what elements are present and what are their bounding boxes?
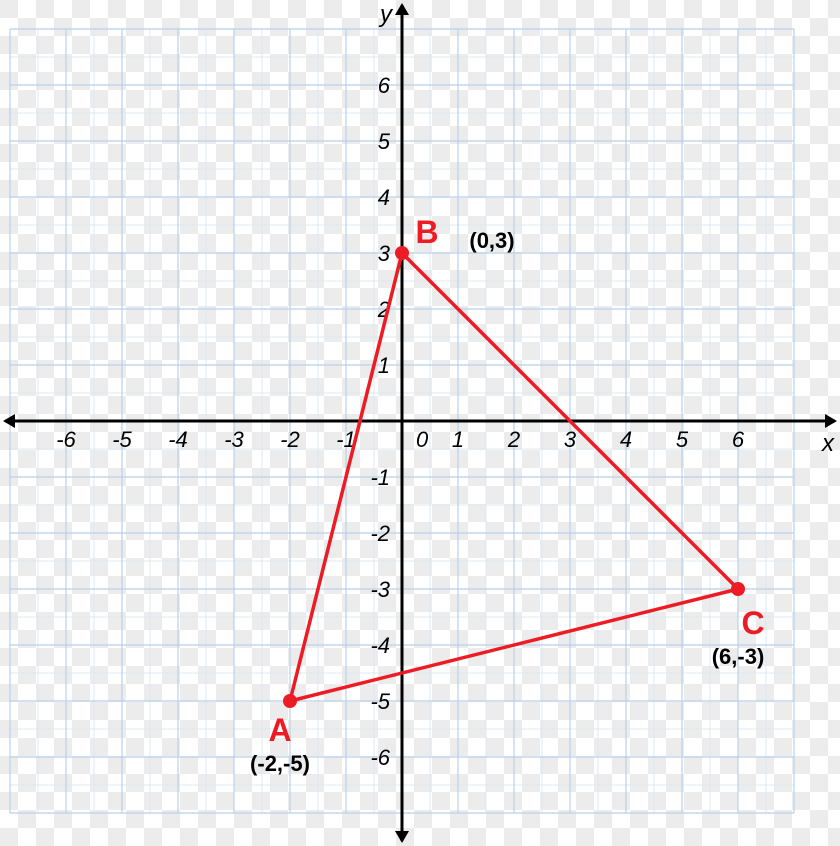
y-axis-label: y — [378, 1, 394, 28]
vertex-coord-b: (0,3) — [469, 228, 514, 253]
vertex-c — [731, 582, 745, 596]
x-tick-label: -3 — [224, 427, 244, 452]
y-tick-label: -2 — [370, 521, 390, 546]
y-tick-label: -4 — [370, 633, 390, 658]
vertex-coord-c: (6,-3) — [712, 644, 765, 669]
y-tick-label: 1 — [378, 353, 390, 378]
x-tick-label: 3 — [564, 427, 577, 452]
y-tick-label: 6 — [378, 73, 391, 98]
x-tick-label: -5 — [112, 427, 132, 452]
y-tick-label: 3 — [378, 241, 391, 266]
coordinate-plane-chart: -6-5-4-3-2-1123456-6-5-4-3-2-11234560xyA… — [0, 0, 840, 846]
origin-label: 0 — [416, 427, 429, 452]
x-tick-label: 2 — [507, 427, 520, 452]
x-tick-label: 5 — [676, 427, 689, 452]
vertex-label-b: B — [415, 214, 438, 250]
y-tick-label: 4 — [378, 185, 390, 210]
x-tick-label: -4 — [168, 427, 188, 452]
y-tick-label: -3 — [370, 577, 390, 602]
y-tick-label: 5 — [378, 129, 391, 154]
y-tick-label: -5 — [370, 689, 390, 714]
x-tick-label: 4 — [620, 427, 632, 452]
vertex-label-a: A — [268, 712, 291, 748]
vertex-label-c: C — [741, 605, 764, 641]
vertex-b — [395, 246, 409, 260]
x-axis-label: x — [821, 430, 835, 457]
x-tick-label: -2 — [280, 427, 300, 452]
vertex-a — [283, 694, 297, 708]
x-tick-label: 6 — [732, 427, 745, 452]
transparency-background — [0, 0, 840, 846]
y-tick-label: -1 — [370, 465, 390, 490]
y-tick-label: -6 — [370, 745, 390, 770]
vertex-coord-a: (-2,-5) — [250, 751, 310, 776]
x-tick-label: 1 — [452, 427, 464, 452]
x-tick-label: -6 — [56, 427, 76, 452]
